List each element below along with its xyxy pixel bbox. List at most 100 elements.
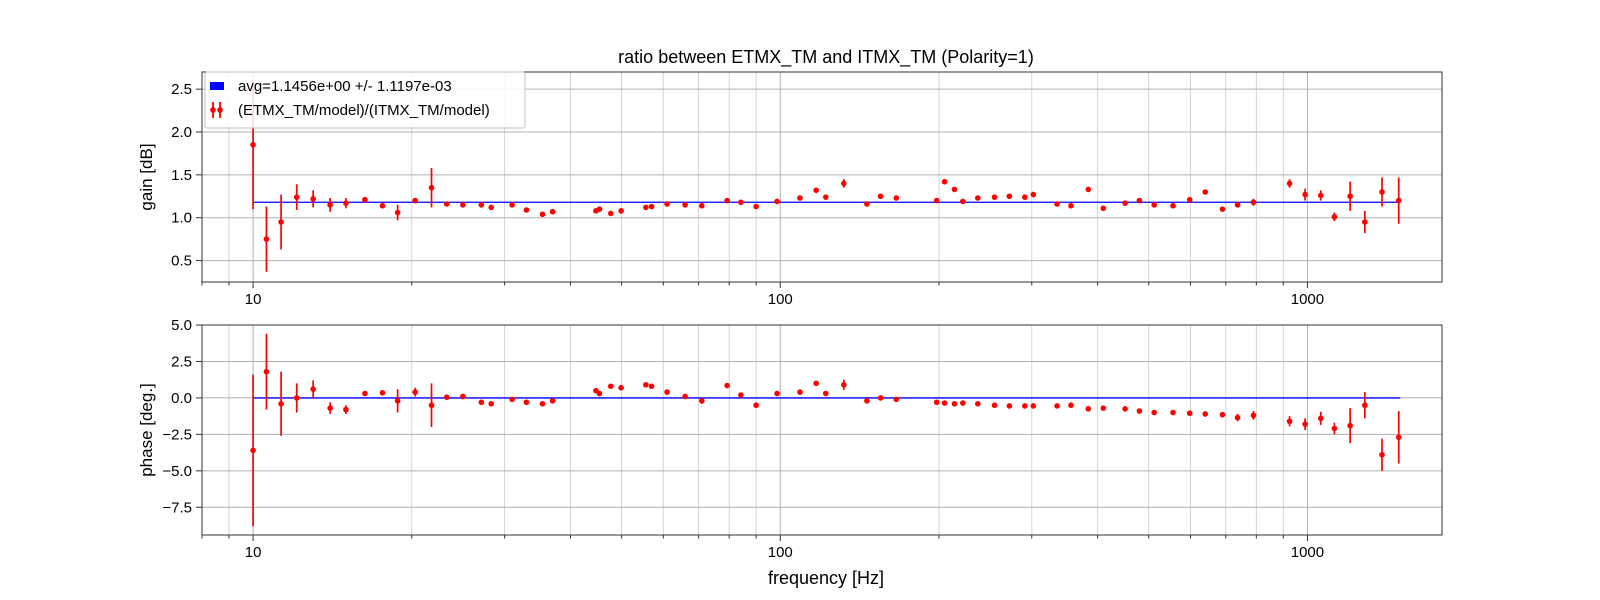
phase-data-point bbox=[877, 395, 884, 401]
gain-data-point bbox=[1186, 196, 1193, 203]
gain-data-point bbox=[443, 201, 450, 207]
phase-data-point bbox=[443, 394, 450, 400]
phase-data-point bbox=[1286, 416, 1293, 427]
phase-data-point bbox=[488, 400, 495, 407]
phase-data-point bbox=[822, 390, 829, 397]
legend-avg-label: avg=1.1456e+00 +/- 1.1197e-03 bbox=[238, 78, 452, 95]
y-tick-label: −2.5 bbox=[162, 426, 192, 443]
phase-data-point bbox=[1151, 409, 1157, 416]
phase-data-point bbox=[293, 383, 300, 413]
phase-data-point bbox=[1068, 402, 1074, 409]
phase-data-point bbox=[941, 400, 948, 406]
gain-data-point bbox=[549, 208, 556, 215]
gain-ylabel: gain [dB] bbox=[137, 143, 156, 210]
phase-data-point bbox=[1006, 403, 1013, 409]
phase-data-point bbox=[1054, 403, 1060, 409]
gain-data-point bbox=[1068, 202, 1074, 209]
phase-data-point bbox=[643, 381, 649, 388]
gain-data-point bbox=[539, 211, 546, 218]
phase-data-point bbox=[596, 390, 603, 397]
phase-axes-frame bbox=[201, 324, 1443, 536]
phase-data-point bbox=[362, 390, 368, 397]
gain-data-point bbox=[1331, 212, 1338, 222]
y-tick-label: −5.0 bbox=[162, 463, 192, 480]
phase-data-point bbox=[394, 389, 401, 413]
gain-data-point bbox=[607, 210, 614, 217]
phase-data-point bbox=[1136, 408, 1143, 414]
gain-data-point bbox=[643, 204, 649, 211]
gain-data-point bbox=[478, 202, 485, 208]
gain-data-point bbox=[1022, 194, 1028, 200]
gain-data-point bbox=[1170, 202, 1176, 209]
gain-data-point bbox=[1286, 179, 1293, 188]
phase-ticks: 10 100 1000 5.0 2.5 0.0 −2.5 −5.0 −7.5 bbox=[162, 317, 1324, 561]
phase-data-point bbox=[478, 399, 485, 406]
phase-data-point bbox=[864, 398, 870, 404]
phase-data-point bbox=[428, 383, 435, 428]
gain-data-point bbox=[263, 206, 270, 272]
phase-data-point bbox=[1022, 403, 1028, 409]
x-axis-label: frequency [Hz] bbox=[768, 568, 884, 588]
phase-data-point bbox=[549, 398, 556, 404]
x-tick-label: 1000 bbox=[1291, 291, 1324, 308]
phase-data-point bbox=[1202, 411, 1209, 417]
gain-grid bbox=[201, 72, 1442, 282]
gain-data-point bbox=[293, 184, 300, 210]
gain-data-point bbox=[682, 202, 688, 208]
gain-data-point bbox=[648, 203, 655, 210]
y-tick-label: 2.0 bbox=[171, 124, 192, 141]
gain-axes-frame bbox=[201, 71, 1443, 283]
phase-data-point bbox=[991, 402, 998, 409]
gain-data-point bbox=[412, 197, 418, 204]
gain-data-point bbox=[1006, 193, 1013, 200]
phase-data-point bbox=[1395, 411, 1402, 464]
gain-data-point bbox=[975, 195, 981, 201]
y-tick-label: 5.0 bbox=[171, 317, 192, 334]
gain-data-point bbox=[877, 193, 884, 200]
phase-data-point bbox=[753, 402, 759, 409]
gain-data-point bbox=[1054, 201, 1060, 207]
chart-title: ratio between ETMX_TM and ITMX_TM (Polar… bbox=[618, 47, 1034, 68]
gain-data-point bbox=[813, 187, 820, 194]
phase-data-point bbox=[724, 382, 730, 389]
phase-subplot: 10 100 1000 5.0 2.5 0.0 −2.5 −5.0 −7.5 phase [de… bbox=[137, 317, 1443, 561]
y-tick-label: 1.0 bbox=[171, 210, 192, 227]
phase-data-points bbox=[250, 333, 1402, 527]
phase-data-point bbox=[327, 402, 333, 414]
phase-data-point bbox=[509, 396, 515, 403]
gain-data-point bbox=[1379, 177, 1385, 207]
gain-data-point bbox=[1085, 186, 1092, 193]
gain-data-point bbox=[774, 198, 780, 205]
legend-avg-swatch bbox=[210, 82, 224, 90]
gain-data-point bbox=[1219, 206, 1226, 212]
y-tick-label: 0.0 bbox=[171, 390, 192, 407]
phase-data-point bbox=[1030, 403, 1037, 409]
gain-data-point bbox=[1100, 205, 1107, 212]
gain-data-point bbox=[1250, 198, 1257, 206]
phase-data-point bbox=[1186, 410, 1193, 417]
gain-data-point bbox=[310, 190, 316, 208]
phase-data-point bbox=[1379, 438, 1385, 471]
x-tick-label: 10 bbox=[245, 291, 262, 308]
gain-data-point bbox=[596, 206, 603, 212]
gain-data-point bbox=[618, 208, 624, 214]
gain-data-point bbox=[1030, 191, 1037, 198]
phase-data-point bbox=[278, 371, 284, 436]
gain-data-point bbox=[864, 201, 870, 207]
gain-data-point bbox=[379, 202, 386, 209]
phase-data-point bbox=[699, 397, 705, 404]
phase-data-point bbox=[933, 399, 940, 406]
phase-ylabel: phase [deg.] bbox=[137, 383, 156, 477]
gain-data-point bbox=[951, 186, 958, 193]
phase-data-point bbox=[1122, 406, 1128, 412]
y-tick-label: 2.5 bbox=[171, 353, 192, 370]
phase-data-point bbox=[412, 387, 418, 397]
gain-data-point bbox=[1362, 210, 1368, 234]
gain-data-point bbox=[960, 198, 966, 205]
gain-subplot: 10 100 1000 0.5 1.0 1.5 2.0 2.5 gain [dB] avg=1… bbox=[137, 71, 1443, 308]
phase-data-point bbox=[797, 389, 803, 395]
phase-data-point bbox=[379, 390, 386, 396]
phase-data-point bbox=[250, 374, 256, 527]
gain-data-point bbox=[1122, 200, 1128, 206]
